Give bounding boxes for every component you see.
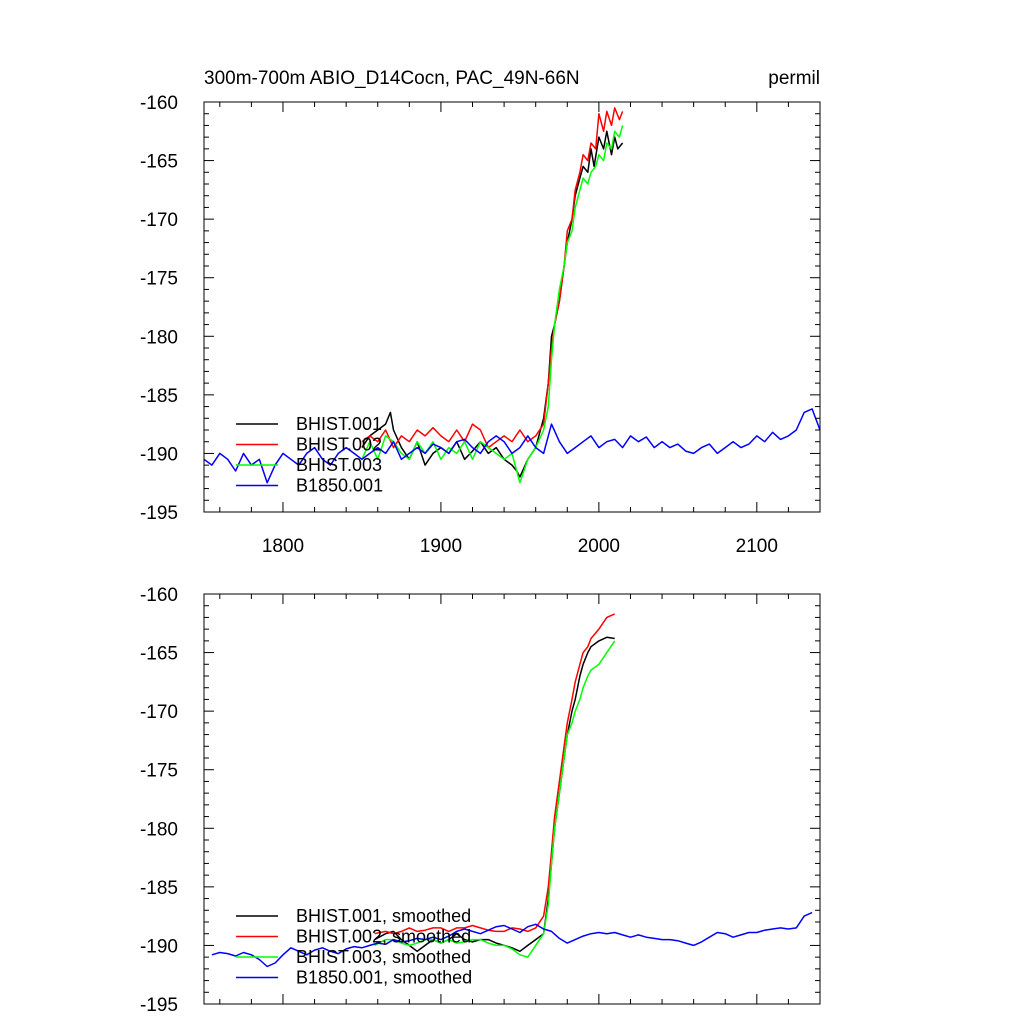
legend-label: BHIST.001, smoothed (296, 906, 471, 926)
y-tick-label: -180 (140, 819, 178, 840)
series-line (361, 125, 624, 484)
x-tick-label: 1900 (420, 536, 462, 557)
x-tick-label: 1800 (262, 536, 304, 557)
y-tick-label: -185 (140, 386, 178, 407)
legend-label: BHIST.001 (296, 414, 382, 434)
x-tick-label: 2100 (736, 536, 778, 557)
legend-label: B1850.001, smoothed (296, 968, 472, 988)
legend-label: BHIST.002 (296, 435, 382, 455)
series-layer-top (203, 107, 821, 484)
legend-label: BHIST.003 (296, 455, 382, 475)
legend-label: BHIST.003, smoothed (296, 947, 471, 967)
series-line (211, 911, 813, 968)
y-tick-label: -170 (140, 210, 178, 231)
x-tick-label: 2000 (578, 536, 620, 557)
chart-panel-top: 300m-700m ABIO_D14Cocn, PAC_49N-66N perm… (140, 68, 821, 557)
y-tick-label: -195 (140, 995, 178, 1016)
units-label: permil (768, 68, 820, 89)
plot-frame-top (203, 101, 821, 513)
legend-label: B1850.001 (296, 476, 383, 496)
plot-frame-bottom (203, 593, 821, 1005)
y-tick-label: -190 (140, 444, 178, 465)
y-tick-label: -175 (140, 269, 178, 290)
y-tick-label: -180 (140, 327, 178, 348)
y-tick-label: -160 (140, 93, 178, 114)
y-tick-label: -175 (140, 761, 178, 782)
series-line (361, 107, 624, 449)
y-tick-label: -160 (140, 585, 178, 606)
legend-label: BHIST.002, smoothed (296, 927, 471, 947)
y-tick-label: -190 (140, 936, 178, 957)
chart-panel-bottom: -160 -165 -170 -175 -180 -185 -190 -195 BHIST.0… (140, 585, 821, 1016)
y-tick-label: -170 (140, 702, 178, 723)
series-line (374, 636, 615, 953)
y-tick-label: -195 (140, 503, 178, 524)
y-tick-label: -165 (140, 152, 178, 173)
series-line (361, 130, 624, 478)
tick-layer-top: -160 -165 -170 -175 -180 -185 -190 -195 1800 1900… (140, 93, 821, 557)
chart-title: 300m-700m ABIO_D14Cocn, PAC_49N-66N (204, 68, 580, 89)
series-layer-bottom (211, 613, 813, 968)
tick-layer-bottom: -160 -165 -170 -175 -180 -185 -190 -195 (140, 585, 821, 1016)
series-line (374, 613, 616, 935)
y-tick-label: -165 (140, 644, 178, 665)
y-tick-label: -185 (140, 878, 178, 899)
series-line (203, 408, 821, 484)
